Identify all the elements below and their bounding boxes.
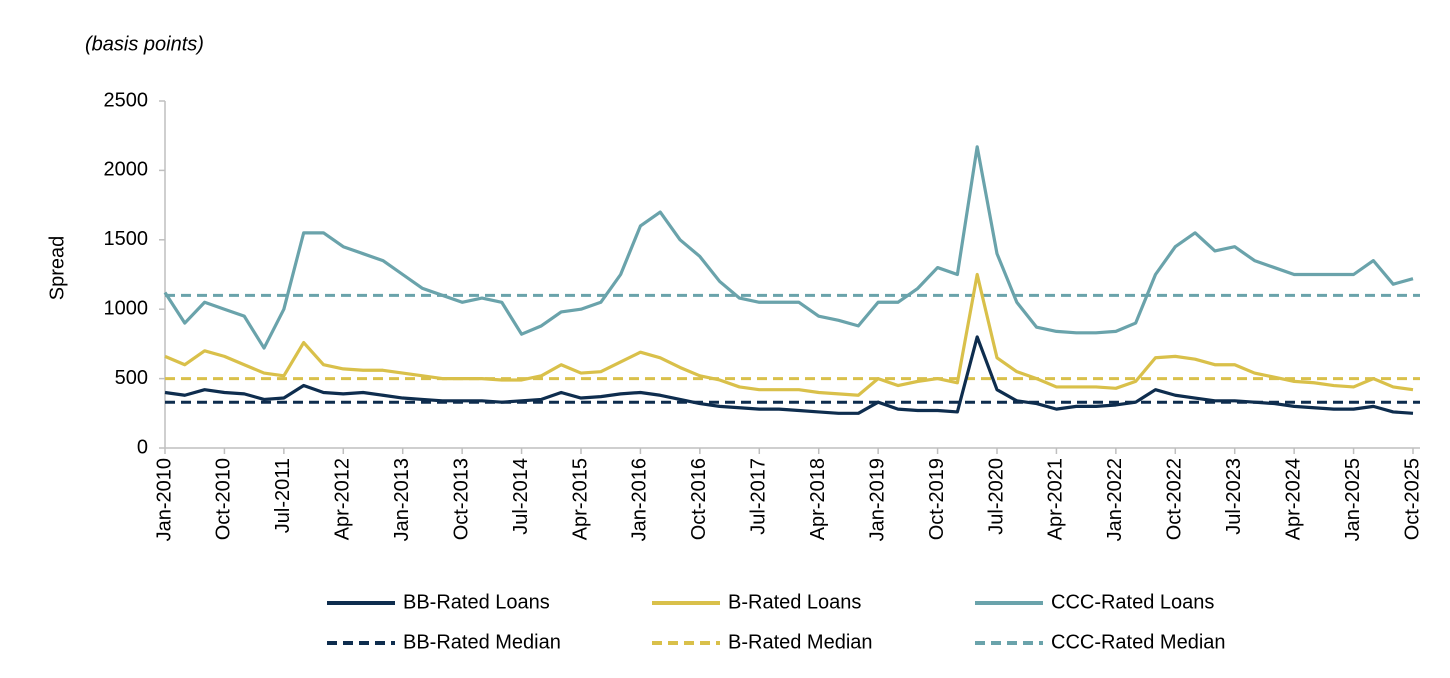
- x-tick-label: Oct-2019: [926, 458, 948, 540]
- x-tick-label: Apr-2015: [569, 458, 591, 540]
- x-tick-label: Apr-2012: [332, 458, 354, 540]
- series-line: [163, 145, 1414, 350]
- x-tick-label: Jan-2010: [153, 458, 175, 541]
- legend-label: B-Rated Loans: [728, 591, 861, 613]
- legend-label: CCC-Rated Loans: [1051, 591, 1214, 613]
- x-tick-label: Apr-2021: [1045, 458, 1067, 540]
- y-tick-label: 1000: [104, 297, 149, 319]
- legend-label: CCC-Rated Median: [1051, 631, 1226, 653]
- x-tick-label: Apr-2024: [1282, 458, 1304, 540]
- y-tick-label: 2500: [104, 89, 149, 111]
- y-tick-label: 0: [137, 436, 148, 458]
- x-tick-label: Jan-2019: [866, 458, 888, 541]
- x-tick-label: Oct-2022: [1164, 458, 1186, 540]
- x-tick-label: Jan-2016: [629, 458, 651, 541]
- series-line: [164, 272, 1414, 397]
- y-tick-label: 1500: [104, 228, 149, 250]
- x-tick-label: Oct-2010: [213, 458, 235, 540]
- legend-label: BB-Rated Median: [403, 631, 561, 653]
- x-tick-label: Jul-2014: [510, 458, 532, 535]
- legend-label: B-Rated Median: [728, 631, 873, 653]
- x-tick-label: Oct-2016: [688, 458, 710, 540]
- legend-label: BB-Rated Loans: [403, 591, 550, 613]
- x-tick-label: Jan-2022: [1104, 458, 1126, 541]
- x-tick-label: Jul-2011: [272, 458, 294, 533]
- unit-annotation: (basis points): [85, 33, 204, 55]
- y-tick-label: 2000: [104, 159, 149, 181]
- series-line: [164, 335, 1414, 415]
- x-tick-label: Jan-2013: [391, 458, 413, 541]
- x-tick-label: Jul-2020: [985, 458, 1007, 535]
- x-tick-label: Jul-2017: [748, 458, 770, 535]
- y-axis-label: Spread: [46, 236, 68, 301]
- x-tick-label: Jul-2023: [1223, 458, 1245, 535]
- x-tick-label: Oct-2013: [450, 458, 472, 540]
- x-tick-label: Jan-2025: [1342, 458, 1364, 541]
- x-tick-label: Oct-2025: [1401, 458, 1423, 540]
- y-tick-label: 500: [115, 367, 148, 389]
- x-tick-label: Apr-2018: [807, 458, 829, 540]
